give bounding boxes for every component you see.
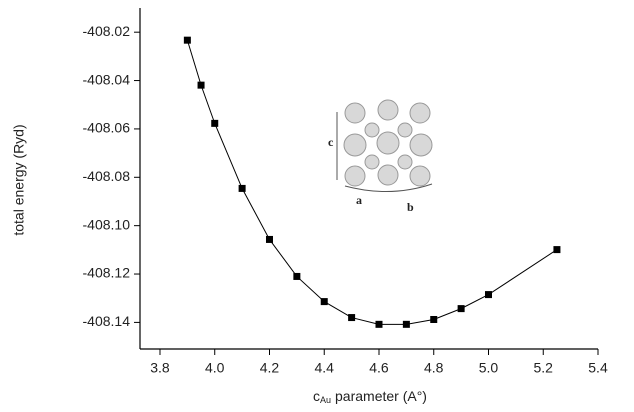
marker	[293, 272, 301, 280]
marker	[183, 36, 191, 44]
x-label-subscript: Au	[320, 395, 331, 405]
x-label-part: parameter (A°)	[335, 388, 427, 404]
x-tick-label: 4.4	[315, 360, 335, 376]
marker	[211, 119, 219, 127]
y-tick-label: -408.06	[83, 120, 131, 136]
x-tick-label: 3.8	[150, 360, 170, 376]
inset-label: c	[328, 135, 334, 149]
x-tick-label: 4.8	[424, 360, 444, 376]
marker	[484, 291, 492, 299]
marker	[348, 314, 356, 322]
marker	[375, 320, 383, 328]
x-tick-label: 4.2	[260, 360, 280, 376]
y-tick-label: -408.08	[83, 168, 131, 184]
marker	[238, 184, 246, 192]
line	[186, 40, 558, 325]
x-tick-label: 5.0	[479, 360, 499, 376]
x-axis-label: cAu parameter (A°)	[313, 388, 427, 406]
marker	[265, 235, 273, 243]
y-tick-label: -408.14	[83, 313, 131, 329]
y-tick-label: -408.02	[83, 23, 131, 39]
inset-label: a	[356, 193, 362, 207]
marker	[430, 315, 438, 323]
x-tick-label: 4.6	[369, 360, 389, 376]
inset-structure: c a b	[328, 99, 433, 214]
x-label-part: c	[313, 388, 320, 404]
marker	[197, 81, 205, 89]
y-axis-label: total energy (Ryd)	[11, 124, 27, 235]
x-tick-label: 4.0	[205, 360, 225, 376]
y-tick-label: -408.10	[83, 216, 131, 232]
marker	[553, 246, 561, 254]
marker	[457, 305, 465, 313]
y-tick-label: -408.12	[83, 265, 131, 281]
y-tick-label: -408.04	[83, 71, 131, 87]
inset-axis	[344, 183, 433, 192]
inset-label: b	[407, 200, 414, 214]
x-tick-label: 5.4	[588, 360, 608, 376]
x-tick-label: 5.2	[534, 360, 554, 376]
marker	[320, 298, 328, 306]
marker	[402, 320, 410, 328]
